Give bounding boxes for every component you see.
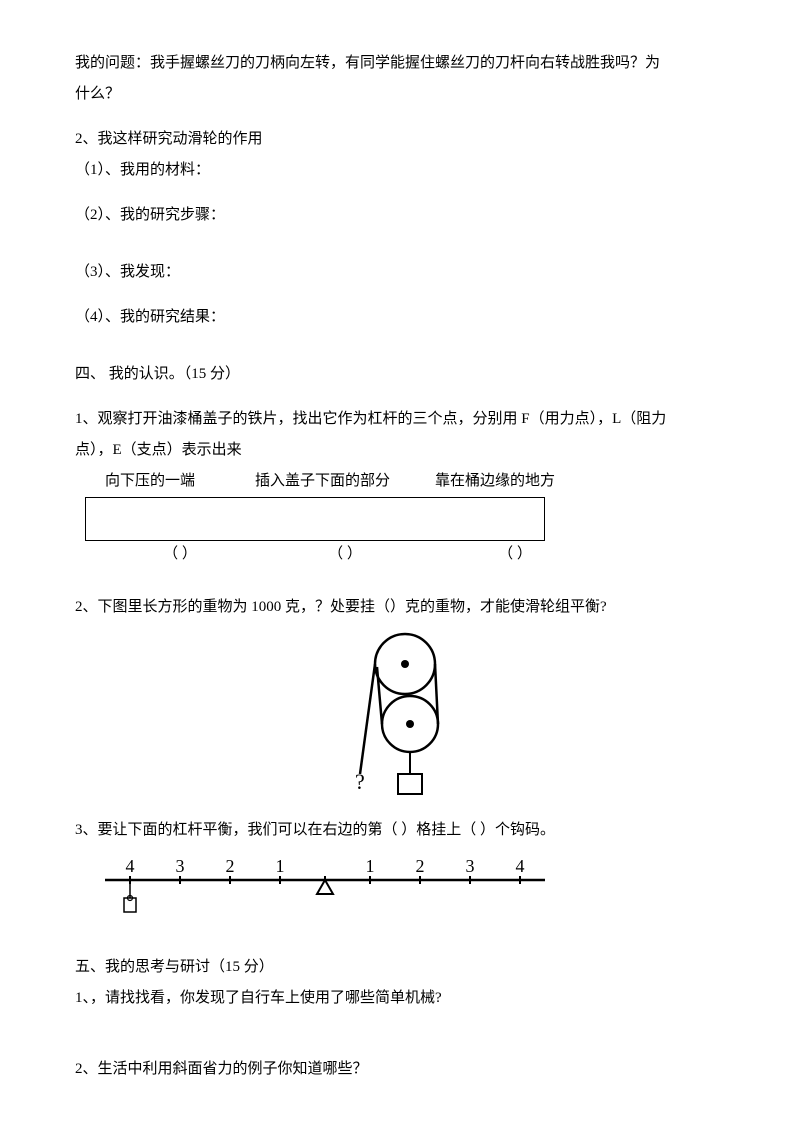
svg-text:4: 4 bbox=[516, 856, 525, 876]
q2-2: （2）、我的研究步骤： bbox=[75, 202, 725, 229]
section5-title: 五、我的思考与研讨（15 分） bbox=[75, 954, 725, 981]
svg-text:1: 1 bbox=[366, 856, 375, 876]
q2-title: 2、我这样研究动滑轮的作用 bbox=[75, 126, 725, 153]
header1: 向下压的一端 bbox=[105, 468, 255, 495]
svg-text:2: 2 bbox=[416, 856, 425, 876]
s4-q3: 3、要让下面的杠杆平衡，我们可以在右边的第（ ）格挂上（ ）个钩码。 bbox=[75, 817, 725, 844]
svg-text:?: ? bbox=[355, 769, 365, 794]
q2-4: （4）、我的研究结果： bbox=[75, 304, 725, 331]
table-box bbox=[85, 497, 545, 541]
pulley-diagram: ? bbox=[75, 629, 725, 809]
header3: 靠在桶边缘的地方 bbox=[435, 468, 595, 495]
s4-q1-line2: 点），E（支点）表示出来 bbox=[75, 437, 725, 464]
paren1: （ ） bbox=[105, 541, 255, 568]
pulley-svg: ? bbox=[325, 629, 475, 809]
q1-line1: 我的问题：我手握螺丝刀的刀柄向左转，有同学能握住螺丝刀的刀杆向右转战胜我吗？为 bbox=[75, 50, 725, 77]
lever-svg: 4 3 2 1 1 2 3 4 bbox=[75, 850, 575, 920]
svg-text:3: 3 bbox=[176, 856, 185, 876]
svg-text:3: 3 bbox=[466, 856, 475, 876]
lever-diagram: 4 3 2 1 1 2 3 4 bbox=[75, 850, 725, 930]
header2: 插入盖子下面的部分 bbox=[255, 468, 435, 495]
svg-text:4: 4 bbox=[126, 856, 135, 876]
s5-q1: 1、，请找找看，你发现了自行车上使用了哪些简单机械? bbox=[75, 985, 725, 1012]
svg-text:2: 2 bbox=[226, 856, 235, 876]
s4-q1-line1: 1、观察打开油漆桶盖子的铁片，找出它作为杠杆的三个点，分别用 F（用力点），L（… bbox=[75, 406, 725, 433]
s5-q2: 2、生活中利用斜面省力的例子你知道哪些？ bbox=[75, 1056, 725, 1083]
paren-row: （ ） （ ） （ ） bbox=[105, 541, 725, 568]
svg-text:1: 1 bbox=[276, 856, 285, 876]
section4-title: 四、 我的认识。（15 分） bbox=[75, 361, 725, 388]
q1-line2: 什么？ bbox=[75, 81, 725, 108]
q2-3: （3）、我发现： bbox=[75, 259, 725, 286]
table-header-row: 向下压的一端 插入盖子下面的部分 靠在桶边缘的地方 bbox=[105, 468, 725, 495]
paren2: （ ） bbox=[255, 541, 435, 568]
s4-q2: 2、下图里长方形的重物为 1000 克，？处要挂（）克的重物，才能使滑轮组平衡? bbox=[75, 594, 725, 621]
paren3: （ ） bbox=[435, 541, 595, 568]
q2-1: （1）、我用的材料： bbox=[75, 157, 725, 184]
